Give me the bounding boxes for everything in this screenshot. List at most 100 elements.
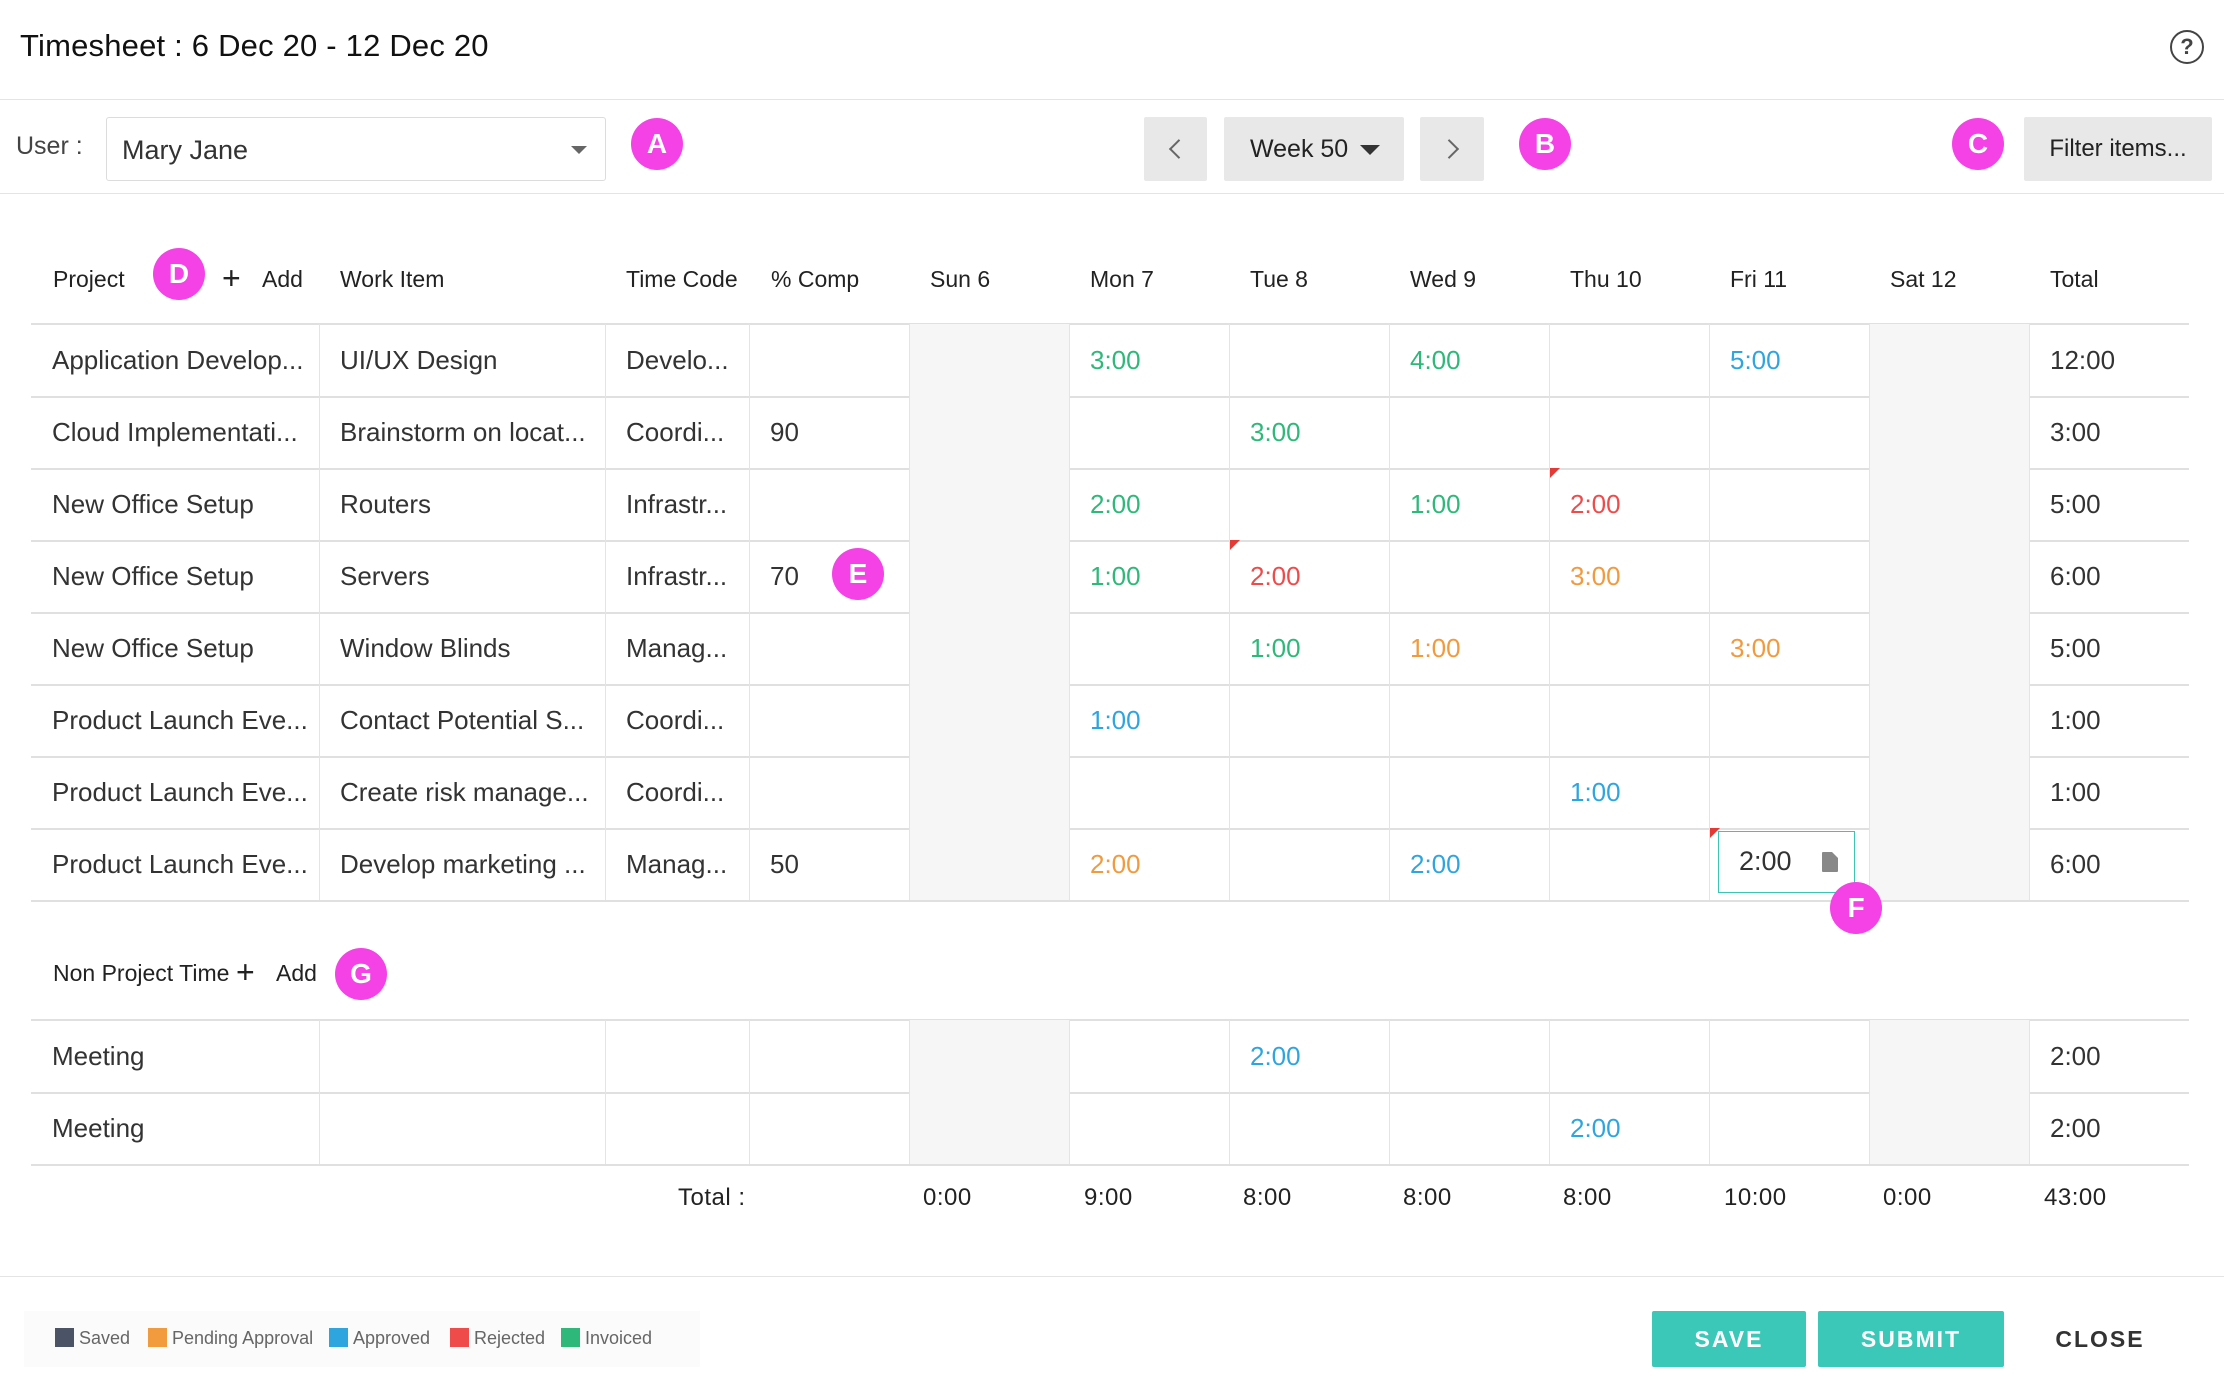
- week-select-button[interactable]: Week 50: [1224, 117, 1404, 181]
- time-cell-fri[interactable]: [1709, 828, 1869, 900]
- work-item-cell[interactable]: Window Blinds: [319, 612, 605, 684]
- work-item-cell[interactable]: Brainstorm on locat...: [319, 396, 605, 468]
- time-code-cell[interactable]: Coordi...: [605, 396, 749, 468]
- time-cell-sat[interactable]: [1869, 324, 2029, 396]
- time-cell-wed[interactable]: 1:00: [1389, 612, 1549, 684]
- close-button[interactable]: CLOSE: [2055, 1326, 2145, 1352]
- time-cell-wed[interactable]: [1389, 540, 1549, 612]
- time-cell-sun[interactable]: [909, 612, 1069, 684]
- time-code-cell[interactable]: Infrastr...: [605, 468, 749, 540]
- work-item-cell[interactable]: Contact Potential S...: [319, 684, 605, 756]
- time-cell-fri[interactable]: 5:00: [1709, 324, 1869, 396]
- time-cell-fri[interactable]: [1709, 396, 1869, 468]
- time-cell-sat[interactable]: [1869, 468, 2029, 540]
- comp-cell[interactable]: [749, 1020, 909, 1092]
- time-cell-fri[interactable]: [1709, 1092, 1869, 1164]
- time-cell-wed[interactable]: [1389, 684, 1549, 756]
- time-cell-fri[interactable]: [1709, 540, 1869, 612]
- time-cell-wed[interactable]: [1389, 756, 1549, 828]
- time-cell-mon[interactable]: [1069, 1092, 1229, 1164]
- project-cell[interactable]: Cloud Implementati...: [52, 417, 298, 447]
- time-cell-tue[interactable]: [1229, 828, 1389, 900]
- time-cell-tue[interactable]: 1:00: [1229, 612, 1389, 684]
- time-cell-sun[interactable]: [909, 324, 1069, 396]
- time-cell-sun[interactable]: [909, 468, 1069, 540]
- work-item-cell[interactable]: [319, 1020, 605, 1092]
- time-cell-tue[interactable]: [1229, 756, 1389, 828]
- time-cell-fri[interactable]: [1709, 684, 1869, 756]
- work-item-cell[interactable]: UI/UX Design: [319, 324, 605, 396]
- time-code-cell[interactable]: [605, 1092, 749, 1164]
- time-code-cell[interactable]: Infrastr...: [605, 540, 749, 612]
- time-cell-fri[interactable]: [1709, 756, 1869, 828]
- time-cell-mon[interactable]: 1:00: [1069, 684, 1229, 756]
- project-cell[interactable]: Product Launch Eve...: [52, 849, 308, 879]
- time-cell-fri[interactable]: [1709, 1020, 1869, 1092]
- add-project-button[interactable]: Add: [262, 266, 303, 292]
- time-cell-fri[interactable]: [1709, 468, 1869, 540]
- time-code-cell[interactable]: Manag...: [605, 612, 749, 684]
- time-cell-tue[interactable]: 2:00: [1229, 1020, 1389, 1092]
- project-cell[interactable]: New Office Setup: [52, 561, 254, 591]
- comp-cell[interactable]: 50: [749, 828, 909, 900]
- project-cell[interactable]: New Office Setup: [52, 489, 254, 519]
- work-item-cell[interactable]: Develop marketing ...: [319, 828, 605, 900]
- time-cell-mon[interactable]: [1069, 756, 1229, 828]
- time-cell-mon[interactable]: 2:00: [1069, 828, 1229, 900]
- time-cell-sat[interactable]: [1869, 684, 2029, 756]
- time-cell-tue[interactable]: [1229, 684, 1389, 756]
- time-cell-thu[interactable]: [1549, 612, 1709, 684]
- time-cell-sun[interactable]: [909, 1092, 1069, 1164]
- comp-cell[interactable]: [749, 1092, 909, 1164]
- time-cell-sun[interactable]: [909, 828, 1069, 900]
- add-non-project-button[interactable]: Add: [276, 960, 317, 986]
- comp-cell[interactable]: [749, 324, 909, 396]
- time-cell-thu[interactable]: [1549, 828, 1709, 900]
- time-cell-wed[interactable]: 4:00: [1389, 324, 1549, 396]
- time-cell-mon[interactable]: [1069, 396, 1229, 468]
- note-icon[interactable]: [1822, 852, 1838, 872]
- time-code-cell[interactable]: Coordi...: [605, 756, 749, 828]
- time-cell-sun[interactable]: [909, 396, 1069, 468]
- time-cell-sat[interactable]: [1869, 756, 2029, 828]
- time-cell-sat[interactable]: [1869, 540, 2029, 612]
- time-cell-wed[interactable]: 1:00: [1389, 468, 1549, 540]
- work-item-cell[interactable]: Routers: [319, 468, 605, 540]
- project-cell[interactable]: Product Launch Eve...: [52, 777, 308, 807]
- time-cell-thu[interactable]: [1549, 396, 1709, 468]
- time-code-cell[interactable]: [605, 1020, 749, 1092]
- time-cell-sat[interactable]: [1869, 396, 2029, 468]
- project-cell[interactable]: Meeting: [52, 1041, 145, 1071]
- time-cell-thu[interactable]: 2:00: [1549, 1092, 1709, 1164]
- time-cell-sat[interactable]: [1869, 1020, 2029, 1092]
- time-cell-mon[interactable]: [1069, 1020, 1229, 1092]
- plus-icon[interactable]: +: [222, 260, 241, 296]
- project-cell[interactable]: Application Develop...: [52, 345, 304, 375]
- time-cell-sun[interactable]: [909, 756, 1069, 828]
- filter-items-button[interactable]: Filter items...: [2024, 117, 2212, 181]
- time-cell-sun[interactable]: [909, 684, 1069, 756]
- time-cell-tue[interactable]: 3:00: [1229, 396, 1389, 468]
- project-cell[interactable]: New Office Setup: [52, 633, 254, 663]
- time-entry-input[interactable]: 2:00: [1718, 831, 1855, 893]
- time-cell-tue[interactable]: [1229, 468, 1389, 540]
- time-cell-sat[interactable]: [1869, 828, 2029, 900]
- time-cell-mon[interactable]: 1:00: [1069, 540, 1229, 612]
- time-code-cell[interactable]: Coordi...: [605, 684, 749, 756]
- help-icon[interactable]: ?: [2170, 30, 2204, 64]
- time-cell-wed[interactable]: [1389, 1092, 1549, 1164]
- time-cell-tue[interactable]: [1229, 324, 1389, 396]
- comp-cell[interactable]: 90: [749, 396, 909, 468]
- time-cell-mon[interactable]: 3:00: [1069, 324, 1229, 396]
- time-cell-sat[interactable]: [1869, 612, 2029, 684]
- next-week-button[interactable]: [1420, 117, 1484, 181]
- time-cell-tue[interactable]: 2:00: [1229, 540, 1389, 612]
- time-code-cell[interactable]: Manag...: [605, 828, 749, 900]
- work-item-cell[interactable]: Create risk manage...: [319, 756, 605, 828]
- time-cell-wed[interactable]: [1389, 396, 1549, 468]
- time-cell-sun[interactable]: [909, 540, 1069, 612]
- comp-cell[interactable]: [749, 468, 909, 540]
- time-cell-wed[interactable]: [1389, 1020, 1549, 1092]
- time-cell-thu[interactable]: [1549, 1020, 1709, 1092]
- time-cell-fri[interactable]: 3:00: [1709, 612, 1869, 684]
